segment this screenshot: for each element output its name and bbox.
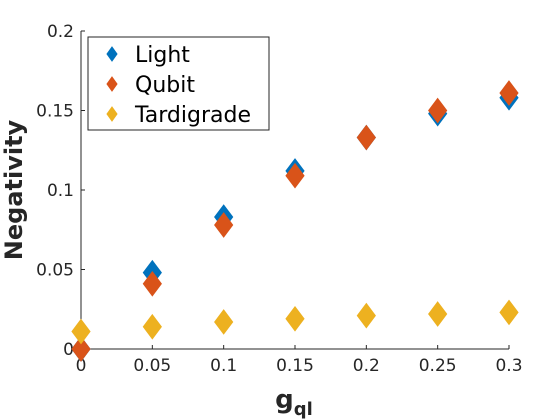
data-point-tardigrade bbox=[499, 299, 519, 326]
y-tick-label: 0.05 bbox=[36, 261, 74, 281]
data-point-tardigrade bbox=[142, 313, 162, 340]
y-axis-label: Negativity bbox=[0, 119, 28, 260]
x-tick-label: 0.1 bbox=[210, 356, 237, 376]
y-tick-label: 0.15 bbox=[36, 102, 74, 122]
legend-label-tardigrade: Tardigrade bbox=[134, 103, 251, 128]
data-point-qubit bbox=[356, 124, 376, 151]
x-tick-label: 0.25 bbox=[419, 356, 457, 376]
data-point-tardigrade bbox=[356, 302, 376, 329]
legend: Light Qubit Tardigrade bbox=[87, 36, 270, 131]
x-tick-label: 0.05 bbox=[133, 356, 171, 376]
legend-label-light: Light bbox=[135, 43, 190, 68]
data-points bbox=[71, 80, 519, 362]
series-qubit bbox=[71, 80, 519, 362]
x-axis-label-main: g bbox=[275, 385, 294, 415]
data-point-qubit bbox=[71, 336, 91, 362]
legend-marker-qubit bbox=[106, 76, 118, 92]
legend-marker-tardigrade bbox=[106, 106, 118, 122]
tick-labels: 0 0.05 0.1 0.15 0.2 0.25 0.3 0 0.05 0.1 0.15 0.2 bbox=[36, 22, 522, 376]
data-point-tardigrade bbox=[214, 309, 234, 335]
tick-marks bbox=[80, 30, 510, 350]
data-point-qubit bbox=[285, 162, 305, 189]
data-point-qubit bbox=[142, 270, 162, 297]
data-point-qubit bbox=[499, 80, 519, 106]
y-tick-label: 0.1 bbox=[47, 181, 74, 201]
y-tick-label: 0.2 bbox=[47, 22, 74, 42]
legend-items: Light Qubit Tardigrade bbox=[106, 43, 251, 128]
y-tick-label: 0 bbox=[63, 340, 74, 360]
data-point-tardigrade bbox=[285, 305, 305, 332]
series-tardigrade bbox=[71, 299, 519, 345]
legend-box bbox=[87, 36, 270, 131]
x-tick-label: 0.15 bbox=[276, 356, 314, 376]
x-tick-label: 0.2 bbox=[353, 356, 380, 376]
legend-marker-light bbox=[106, 46, 118, 62]
x-axis-label: gql bbox=[275, 385, 313, 420]
data-point-qubit bbox=[214, 212, 234, 238]
x-tick-label: 0 bbox=[76, 356, 87, 376]
data-point-qubit bbox=[428, 97, 448, 124]
legend-label-qubit: Qubit bbox=[135, 73, 195, 98]
data-point-tardigrade bbox=[71, 318, 91, 345]
x-axis-label-subscript: ql bbox=[294, 399, 313, 420]
data-point-tardigrade bbox=[428, 301, 448, 327]
x-tick-label: 0.3 bbox=[495, 356, 522, 376]
